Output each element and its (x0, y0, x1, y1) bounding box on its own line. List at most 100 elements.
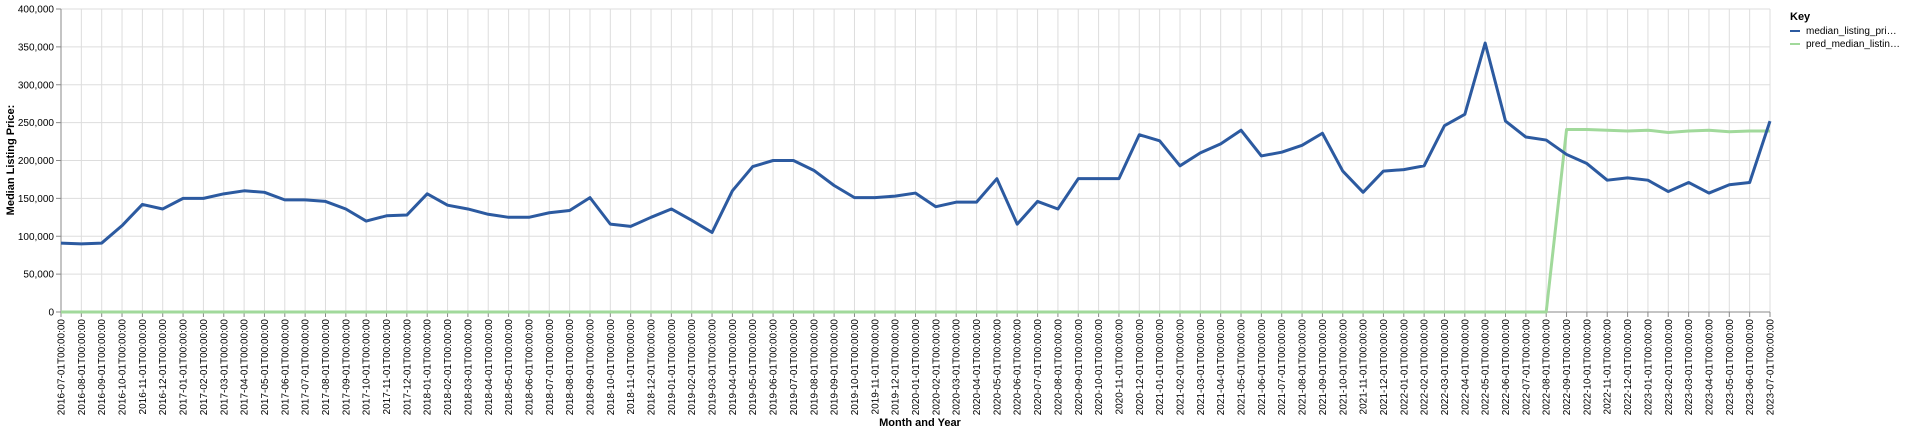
x-tick-label: 2018-03-01T00:00:00 (463, 319, 474, 416)
x-tick-label: 2021-04-01T00:00:00 (1216, 319, 1227, 416)
x-tick-label: 2017-10-01T00:00:00 (362, 319, 373, 416)
y-tick-label: 50,000 (23, 270, 54, 281)
x-tick-label: 2018-07-01T00:00:00 (545, 319, 556, 416)
x-axis: 2016-07-01T00:00:00 2016-08-01T00:00:00 20… (57, 311, 1777, 416)
x-tick-label: 2019-04-01T00:00:00 (728, 319, 739, 416)
legend-entry-label: pred_median_listin… (1806, 39, 1900, 50)
x-tick-label: 2019-03-01T00:00:00 (708, 319, 719, 416)
x-tick-label: 2022-05-01T00:00:00 (1481, 319, 1492, 416)
x-tick-label: 2023-07-01T00:00:00 (1766, 319, 1777, 416)
series-lines (60, 41, 1772, 314)
x-tick-label: 2019-10-01T00:00:00 (850, 319, 861, 416)
x-tick-label: 2017-12-01T00:00:00 (402, 319, 413, 416)
x-tick-label: 2021-08-01T00:00:00 (1298, 319, 1309, 416)
x-tick-label: 2023-03-01T00:00:00 (1684, 319, 1695, 416)
x-tick-label: 2020-10-01T00:00:00 (1094, 319, 1105, 416)
x-tick-label: 2018-01-01T00:00:00 (423, 319, 434, 416)
y-tick-label: 400,000 (18, 5, 55, 16)
x-tick-label: 2021-10-01T00:00:00 (1338, 319, 1349, 416)
y-tick-label: 350,000 (18, 42, 55, 53)
x-tick-label: 2018-06-01T00:00:00 (524, 319, 535, 416)
y-tick-label: 0 (48, 308, 54, 319)
legend-entry-label: median_listing_pri… (1806, 26, 1897, 37)
x-tick-label: 2019-08-01T00:00:00 (809, 319, 820, 416)
x-tick-label: 2018-09-01T00:00:00 (585, 319, 596, 416)
x-tick-label: 2017-03-01T00:00:00 (219, 319, 230, 416)
x-tick-label: 2019-11-01T00:00:00 (870, 319, 881, 415)
x-tick-label: 2022-10-01T00:00:00 (1582, 319, 1593, 416)
y-axis: 0 50,000 100,000 150,000 200,000 250,000 300,0… (18, 5, 62, 319)
y-tick-label: 100,000 (18, 232, 55, 243)
x-tick-label: 2022-07-01T00:00:00 (1521, 319, 1532, 416)
x-tick-label: 2021-09-01T00:00:00 (1318, 319, 1329, 416)
x-tick-label: 2020-09-01T00:00:00 (1074, 319, 1085, 416)
x-tick-label: 2020-11-01T00:00:00 (1114, 319, 1125, 415)
x-tick-label: 2017-09-01T00:00:00 (341, 319, 352, 416)
x-tick-label: 2023-05-01T00:00:00 (1725, 319, 1736, 416)
x-tick-label: 2017-11-01T00:00:00 (382, 319, 393, 415)
x-tick-label: 2022-12-01T00:00:00 (1623, 319, 1634, 416)
x-tick-label: 2020-01-01T00:00:00 (911, 319, 922, 416)
x-tick-label: 2021-12-01T00:00:00 (1379, 319, 1390, 416)
x-tick-label: 2023-04-01T00:00:00 (1704, 319, 1715, 416)
x-tick-label: 2021-02-01T00:00:00 (1175, 319, 1186, 416)
x-tick-label: 2017-05-01T00:00:00 (260, 319, 271, 416)
x-tick-label: 2016-09-01T00:00:00 (97, 319, 108, 416)
x-tick-label: 2017-02-01T00:00:00 (199, 319, 210, 416)
x-tick-label: 2016-12-01T00:00:00 (158, 319, 169, 416)
x-tick-label: 2022-04-01T00:00:00 (1460, 319, 1471, 416)
x-tick-label: 2021-03-01T00:00:00 (1196, 319, 1207, 416)
x-tick-label: 2019-05-01T00:00:00 (748, 319, 759, 416)
x-tick-label: 2018-11-01T00:00:00 (626, 319, 637, 415)
x-tick-label: 2020-04-01T00:00:00 (972, 319, 983, 416)
x-tick-label: 2017-01-01T00:00:00 (179, 319, 190, 416)
x-tick-label: 2018-12-01T00:00:00 (647, 319, 658, 416)
y-tick-label: 300,000 (18, 80, 55, 91)
x-axis-title: Month and Year (879, 417, 961, 429)
legend-title: Key (1790, 11, 1811, 23)
x-tick-label: 2021-01-01T00:00:00 (1155, 319, 1166, 416)
y-tick-label: 250,000 (18, 118, 55, 129)
x-tick-label: 2019-09-01T00:00:00 (830, 319, 841, 416)
x-tick-label: 2022-01-01T00:00:00 (1399, 319, 1410, 416)
x-tick-label: 2022-06-01T00:00:00 (1501, 319, 1512, 416)
x-tick-label: 2016-08-01T00:00:00 (77, 319, 88, 416)
x-tick-label: 2018-10-01T00:00:00 (606, 319, 617, 416)
y-axis-title: Median Listing Price: (5, 105, 17, 216)
x-tick-label: 2016-07-01T00:00:00 (57, 319, 68, 416)
x-tick-label: 2022-03-01T00:00:00 (1440, 319, 1451, 416)
gridlines (60, 8, 1771, 313)
x-tick-label: 2021-07-01T00:00:00 (1277, 319, 1288, 416)
x-tick-label: 2023-02-01T00:00:00 (1664, 319, 1675, 416)
x-tick-label: 2023-01-01T00:00:00 (1643, 319, 1654, 416)
x-tick-label: 2023-06-01T00:00:00 (1745, 319, 1756, 416)
x-tick-label: 2022-08-01T00:00:00 (1542, 319, 1553, 416)
x-tick-label: 2020-07-01T00:00:00 (1033, 319, 1044, 416)
x-tick-label: 2022-09-01T00:00:00 (1562, 319, 1573, 416)
series-line-pred-median-listin (61, 127, 1770, 314)
x-tick-label: 2020-05-01T00:00:00 (992, 319, 1003, 416)
x-tick-label: 2017-06-01T00:00:00 (280, 319, 291, 416)
x-tick-label: 2022-02-01T00:00:00 (1420, 319, 1431, 416)
x-tick-label: 2018-05-01T00:00:00 (504, 319, 515, 416)
x-tick-label: 2019-02-01T00:00:00 (687, 319, 698, 416)
x-tick-label: 2021-06-01T00:00:00 (1257, 319, 1268, 416)
legend: Key median_listing_pri… pred_median_listi… (1790, 11, 1900, 50)
x-tick-label: 2020-02-01T00:00:00 (931, 319, 942, 416)
x-tick-label: 2018-04-01T00:00:00 (484, 319, 495, 416)
series-line-median-listing-pri (60, 41, 1772, 246)
x-tick-label: 2016-10-01T00:00:00 (118, 319, 129, 416)
x-tick-label: 2020-08-01T00:00:00 (1053, 319, 1064, 416)
x-tick-label: 2017-04-01T00:00:00 (240, 319, 251, 416)
x-tick-label: 2018-08-01T00:00:00 (565, 319, 576, 416)
x-tick-label: 2019-06-01T00:00:00 (769, 319, 780, 416)
x-tick-label: 2017-08-01T00:00:00 (321, 319, 332, 416)
x-tick-label: 2016-11-01T00:00:00 (138, 319, 149, 415)
y-tick-label: 200,000 (18, 156, 55, 167)
x-tick-label: 2020-06-01T00:00:00 (1013, 319, 1024, 416)
x-tick-label: 2017-07-01T00:00:00 (301, 319, 312, 416)
x-tick-label: 2018-02-01T00:00:00 (443, 319, 454, 416)
x-tick-label: 2019-12-01T00:00:00 (891, 319, 902, 416)
x-tick-label: 2021-11-01T00:00:00 (1359, 319, 1370, 415)
x-tick-label: 2020-12-01T00:00:00 (1135, 319, 1146, 416)
